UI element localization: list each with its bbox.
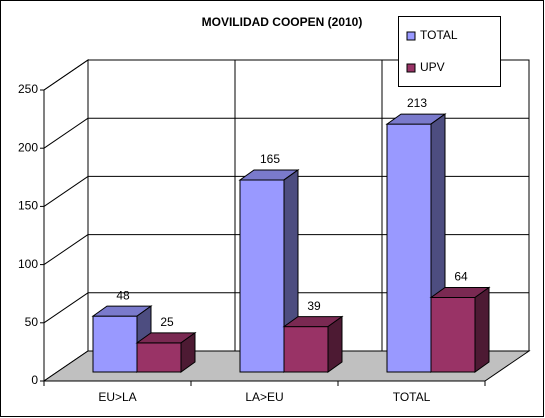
side-wall bbox=[43, 59, 89, 382]
grid-line bbox=[43, 59, 89, 91]
x-tick-label: EU>LA bbox=[98, 390, 136, 404]
bar-front bbox=[430, 297, 476, 373]
bar-front bbox=[283, 326, 329, 373]
legend-label: UPV bbox=[420, 60, 445, 74]
bar-front bbox=[92, 315, 138, 373]
grid-line bbox=[43, 292, 89, 324]
grid-line bbox=[43, 117, 89, 149]
y-tick-label: 150 bbox=[18, 199, 38, 213]
legend-swatch bbox=[406, 63, 416, 73]
y-tick-label: 250 bbox=[18, 82, 38, 96]
grid-line bbox=[43, 175, 89, 207]
y-tick-label: 0 bbox=[31, 373, 38, 387]
bar-front bbox=[136, 342, 182, 373]
x-tick-label: LA>EU bbox=[245, 390, 283, 404]
data-label: 25 bbox=[160, 315, 174, 329]
legend-swatch bbox=[406, 31, 416, 41]
grid-line bbox=[43, 234, 89, 266]
bar-front bbox=[386, 123, 432, 373]
legend-box bbox=[398, 16, 501, 87]
y-tick-label: 50 bbox=[25, 315, 39, 329]
bar-front bbox=[239, 179, 285, 373]
bar-side bbox=[474, 286, 490, 373]
legend-label: TOTAL bbox=[420, 28, 458, 42]
x-tick-label: TOTAL bbox=[393, 390, 431, 404]
chart-title: MOVILIDAD COOPEN (2010) bbox=[202, 15, 363, 29]
bar-side bbox=[180, 331, 196, 373]
data-label: 48 bbox=[116, 288, 130, 302]
data-label: 165 bbox=[260, 152, 280, 166]
data-label: 213 bbox=[407, 96, 427, 110]
data-label: 64 bbox=[454, 270, 468, 284]
data-label: 39 bbox=[307, 299, 321, 313]
y-tick-label: 200 bbox=[18, 140, 38, 154]
bar-side bbox=[327, 315, 343, 373]
y-tick-label: 100 bbox=[18, 257, 38, 271]
